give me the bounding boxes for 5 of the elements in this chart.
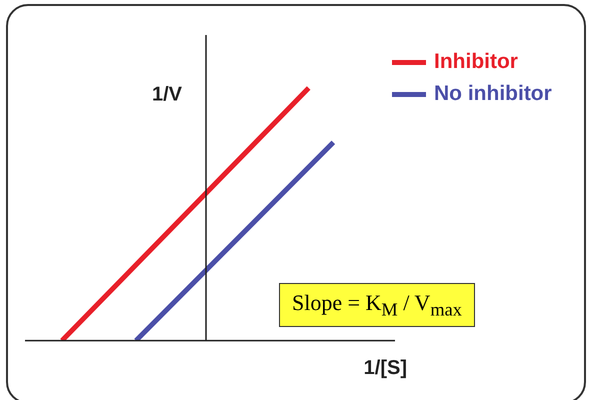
legend-label: Inhibitor: [434, 50, 518, 74]
legend-label: No inhibitor: [434, 82, 552, 106]
x-axis-title: 1/[S]: [364, 357, 407, 380]
annotation: Slope = K$_{M}$ / V$_{max}$: [279, 283, 475, 328]
y-axis-title: 1/V: [152, 84, 183, 106]
